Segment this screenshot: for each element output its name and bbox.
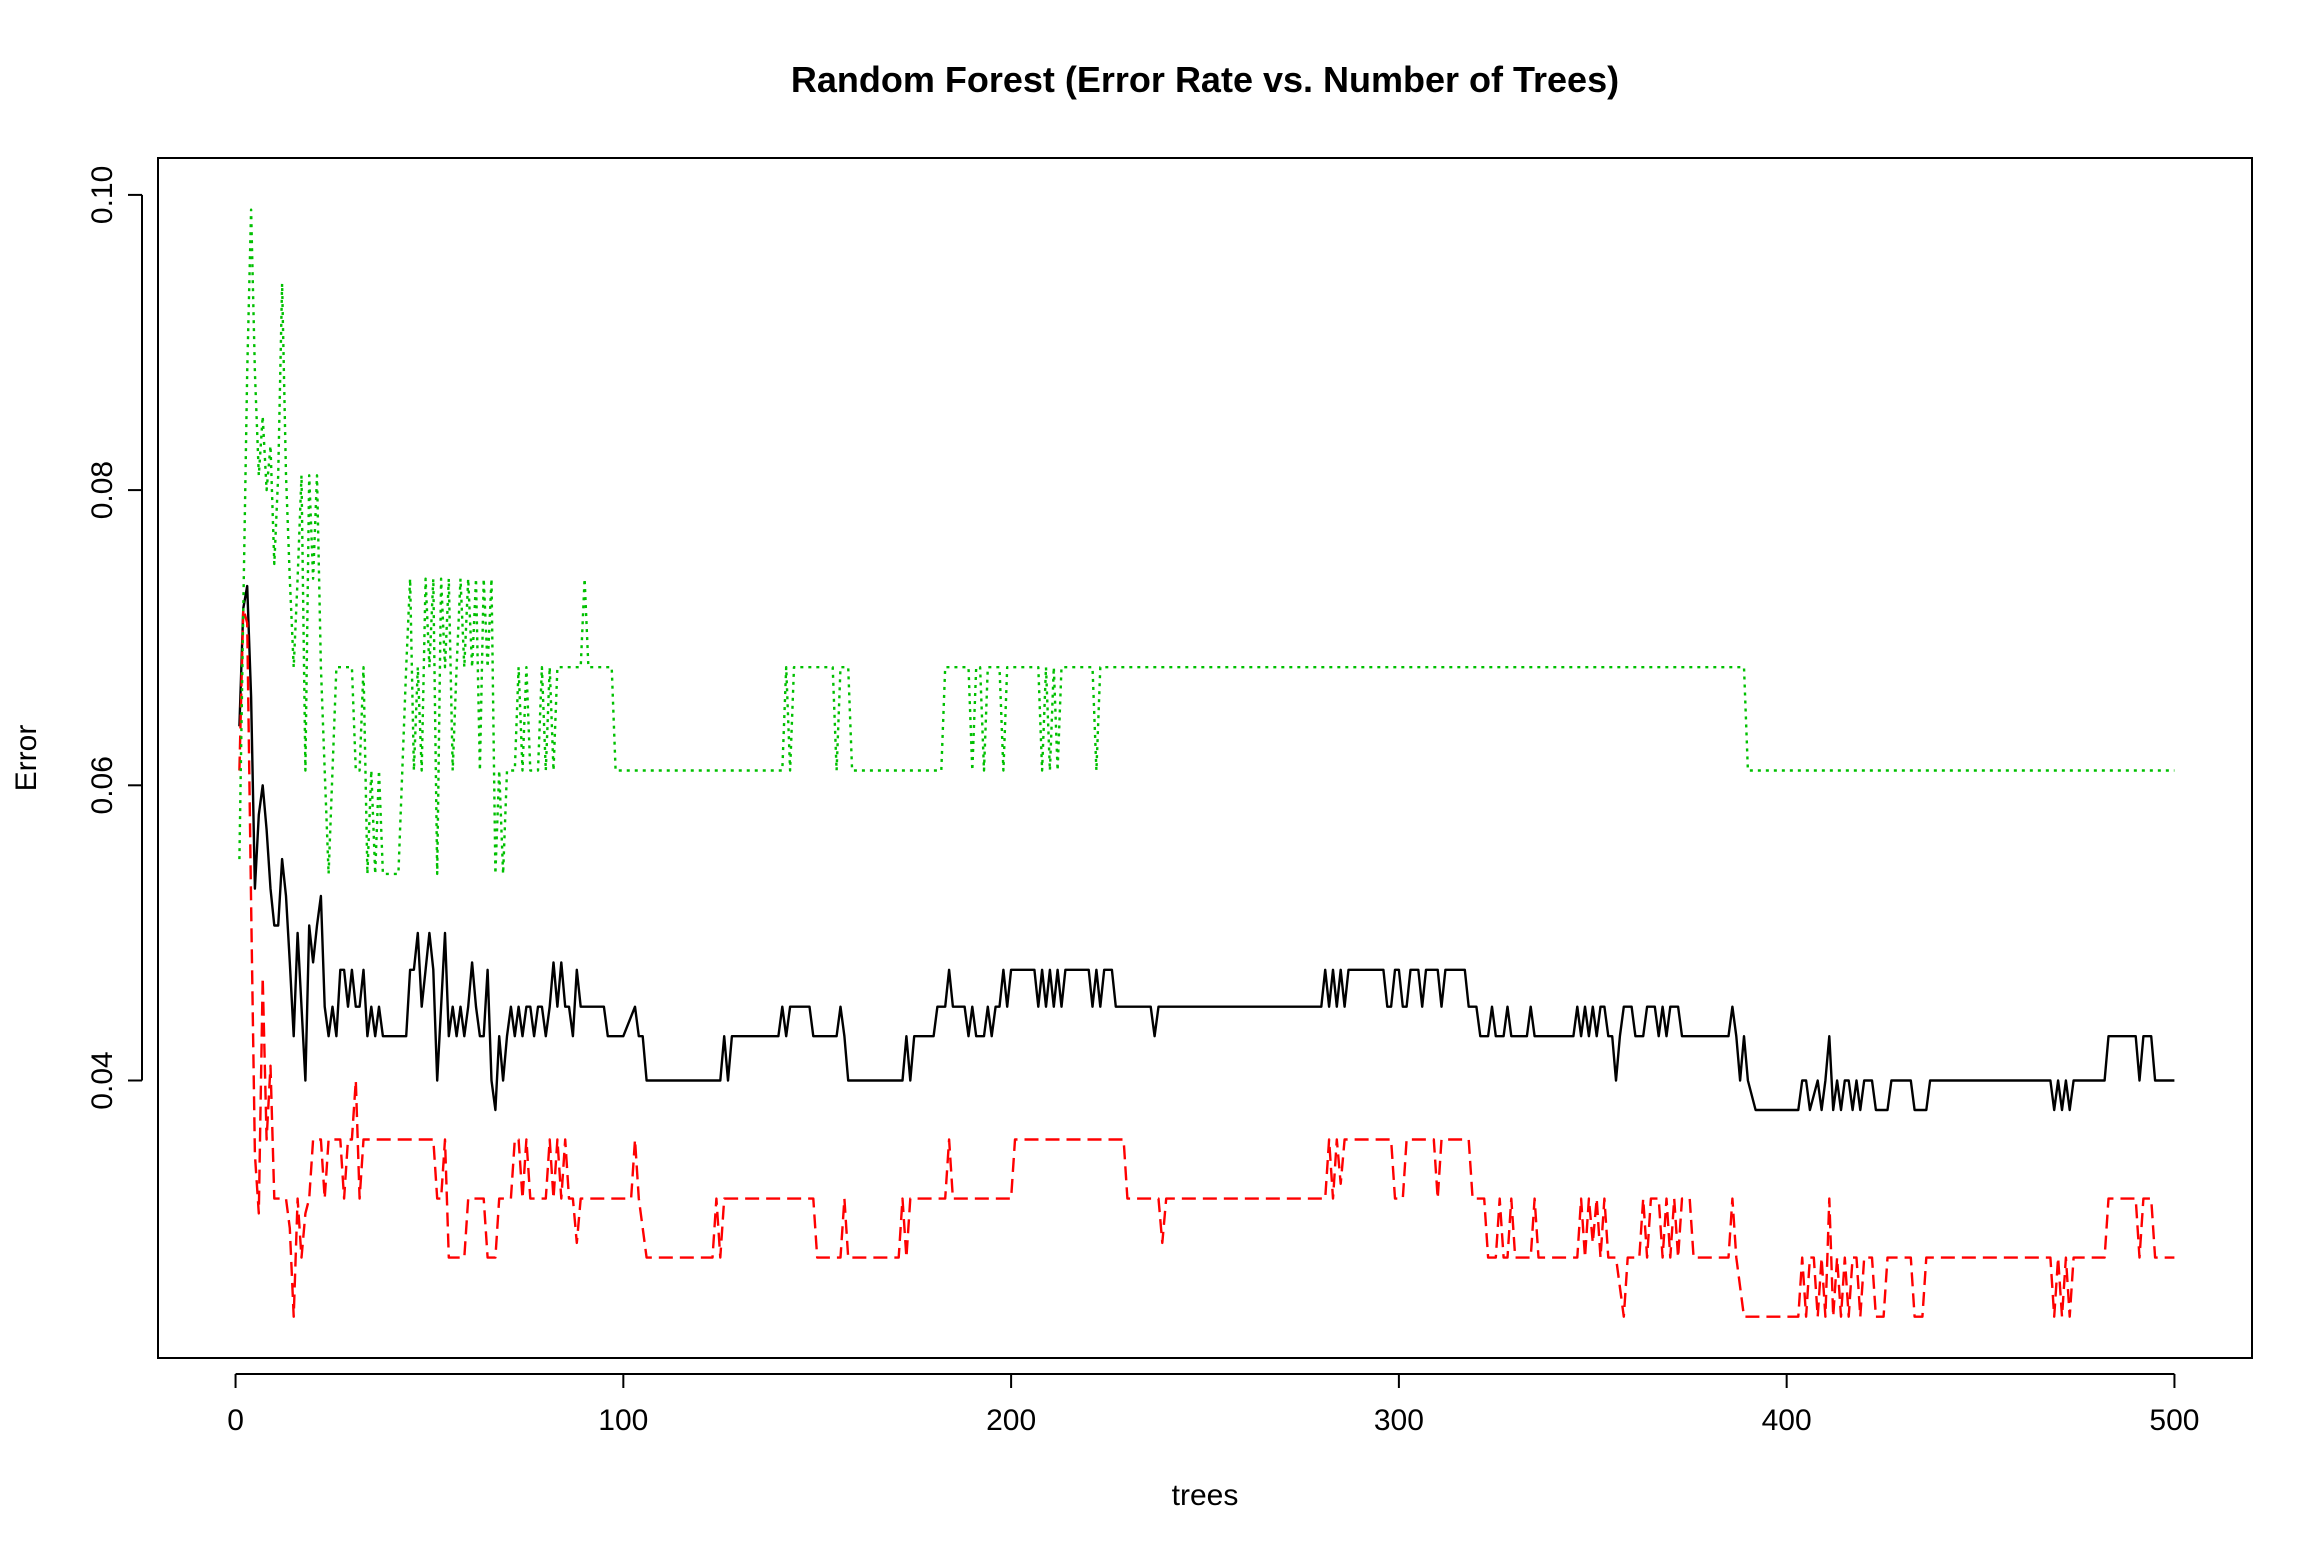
y-axis-label: Error	[10, 725, 43, 792]
x-axis-label: trees	[1172, 1479, 1239, 1512]
y-tick-label: 0.04	[86, 1051, 119, 1109]
y-tick-label: 0.10	[86, 166, 119, 224]
x-tick-label: 400	[1762, 1404, 1812, 1437]
x-tick-label: 100	[598, 1404, 648, 1437]
chart-title: Random Forest (Error Rate vs. Number of …	[791, 59, 1619, 100]
x-tick-label: 500	[2149, 1404, 2199, 1437]
series-line-1	[238, 584, 2175, 1112]
y-tick-label: 0.06	[86, 756, 119, 814]
x-tick-label: 0	[227, 1404, 244, 1437]
x-axis: 0 100 200 300 400 500	[227, 1373, 2199, 1437]
plot-frame	[157, 157, 2253, 1359]
y-axis: 0.04 0.06 0.08 0.10	[86, 166, 143, 1110]
series-line-2	[238, 607, 2175, 1318]
y-tick-label: 0.08	[86, 461, 119, 519]
x-tick-label: 300	[1374, 1404, 1424, 1437]
series-layer	[238, 208, 2175, 1318]
x-tick-label: 200	[986, 1404, 1036, 1437]
series-line-3	[238, 208, 2175, 876]
